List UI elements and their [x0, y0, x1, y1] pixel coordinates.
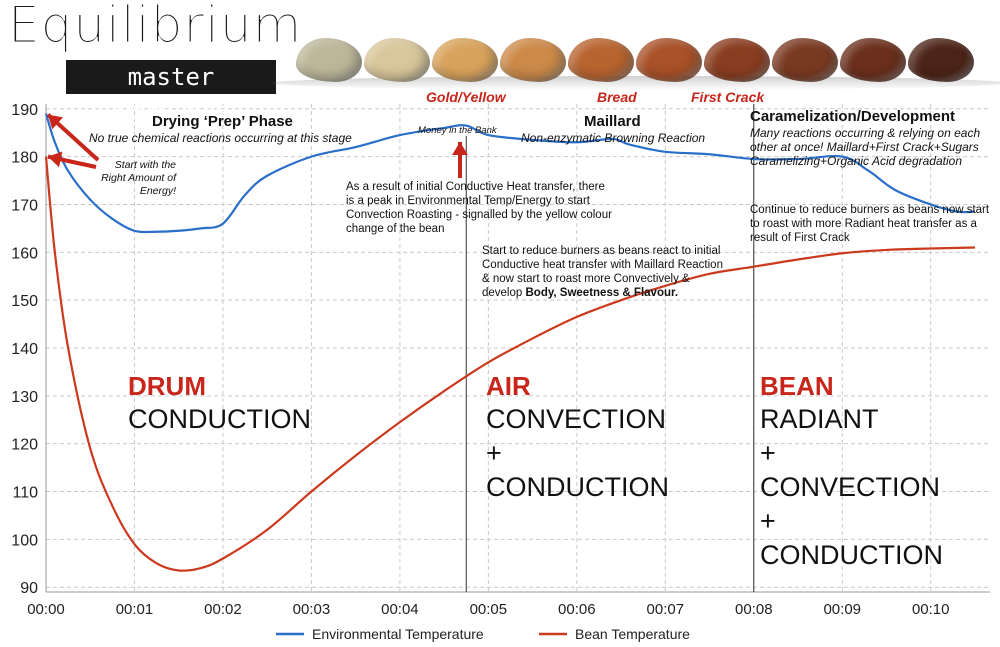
x-tick-label: 00:02: [204, 601, 242, 618]
money-arrow-head: [452, 142, 468, 155]
money-in-the-bank-label: Money in the Bank: [418, 125, 497, 136]
y-tick-label: 100: [11, 532, 38, 549]
air-zone-body: CONVECTION + CONDUCTION: [486, 404, 669, 502]
bean-sample-9: [840, 38, 906, 82]
stage-label-bread: Bread: [597, 89, 637, 105]
x-tick-label: 00:06: [558, 601, 596, 618]
x-tick-label: 00:04: [381, 601, 419, 618]
drying-phase-note: No true chemical reactions occurring at …: [89, 131, 352, 145]
stage-label-gold-yellow: Gold/Yellow: [426, 89, 506, 105]
y-tick-label: 90: [20, 580, 38, 597]
start-arrow-bean-head: [48, 151, 63, 168]
bean-sample-6: [636, 38, 702, 82]
caramelization-note-line-1: Many reactions occurring & relying on ea…: [750, 126, 981, 140]
legend-env-label: Environmental Temperature: [312, 626, 484, 642]
bean-sample-8: [772, 38, 838, 82]
maillard-phase-title: Maillard: [584, 113, 641, 130]
x-tick-label: 00:01: [116, 601, 154, 618]
bean-temp-line: [44, 156, 975, 572]
y-tick-label: 170: [11, 197, 38, 214]
caramelization-note-line-3: Caramelizing+Organic Acid degradation: [750, 154, 963, 168]
brand-logo: Equilibrium master roasters: [7, 0, 301, 125]
y-tick-label: 150: [11, 293, 38, 310]
y-tick-label: 130: [11, 389, 38, 406]
x-tick-label: 00:03: [293, 601, 331, 618]
continue-reduce-annotation: Continue to reduce burners as beans now …: [750, 204, 990, 244]
reduce-burners-annotation: Start to reduce burners as beans react t…: [482, 244, 727, 300]
air-zone-heading: AIR: [486, 371, 531, 401]
env-temp-line: [44, 113, 975, 234]
bean-sample-10: [908, 38, 974, 82]
start-energy-annotation: Start with the Right Amount of Energy!: [101, 159, 176, 197]
brand-title: Equilibrium: [7, 0, 303, 55]
bean-color-strip: [272, 30, 1000, 90]
drying-phase-title: Drying ‘Prep’ Phase: [152, 113, 293, 130]
bean-zone-body: RADIANT + CONVECTION + CONDUCTION: [760, 404, 943, 570]
x-tick-label: 00:07: [647, 601, 685, 618]
y-tick-label: 110: [12, 485, 38, 502]
legend-bean-label: Bean Temperature: [575, 626, 690, 642]
y-tick-label: 120: [11, 437, 38, 454]
x-tick-label: 00:05: [470, 601, 508, 618]
reduce-burners-text: Start to reduce burners as beans react t…: [482, 245, 723, 299]
x-tick-label: 00:09: [823, 601, 861, 618]
bean-sample-5: [568, 38, 634, 82]
x-tick-label: 00:08: [735, 601, 773, 618]
bean-sample-4: [500, 38, 566, 82]
start-arrow-env-head: [48, 114, 64, 130]
y-tick-label: 190: [11, 102, 38, 119]
y-tick-label: 160: [11, 245, 38, 262]
stage-label-first-crack: First Crack: [691, 89, 765, 105]
bean-sample-7: [704, 38, 770, 82]
x-tick-label: 00:10: [912, 601, 950, 618]
maillard-phase-note: Non-enzymatic Browning Reaction: [521, 131, 706, 145]
caramelization-note-line-2: other at once! Maillard+First Crack+Suga…: [750, 140, 979, 154]
bean-zone-heading: BEAN: [760, 371, 834, 401]
bean-sample-2: [364, 38, 430, 82]
x-tick-label: 00:00: [27, 601, 65, 618]
drum-zone-heading: DRUM: [128, 371, 206, 401]
caramelization-phase-title: Caramelization/Development: [750, 108, 956, 125]
drum-zone-body: CONDUCTION: [128, 404, 311, 434]
bean-sample-1: [296, 38, 362, 82]
reduce-burners-emphasis: Body, Sweetness & Flavour.: [525, 287, 679, 299]
y-tick-label: 140: [11, 341, 38, 358]
conductive-peak-annotation: As a result of initial Conductive Heat t…: [346, 181, 612, 235]
brand-subtitle: master roasters: [66, 60, 276, 125]
y-tick-label: 180: [11, 150, 38, 167]
bean-sample-3: [432, 38, 498, 82]
